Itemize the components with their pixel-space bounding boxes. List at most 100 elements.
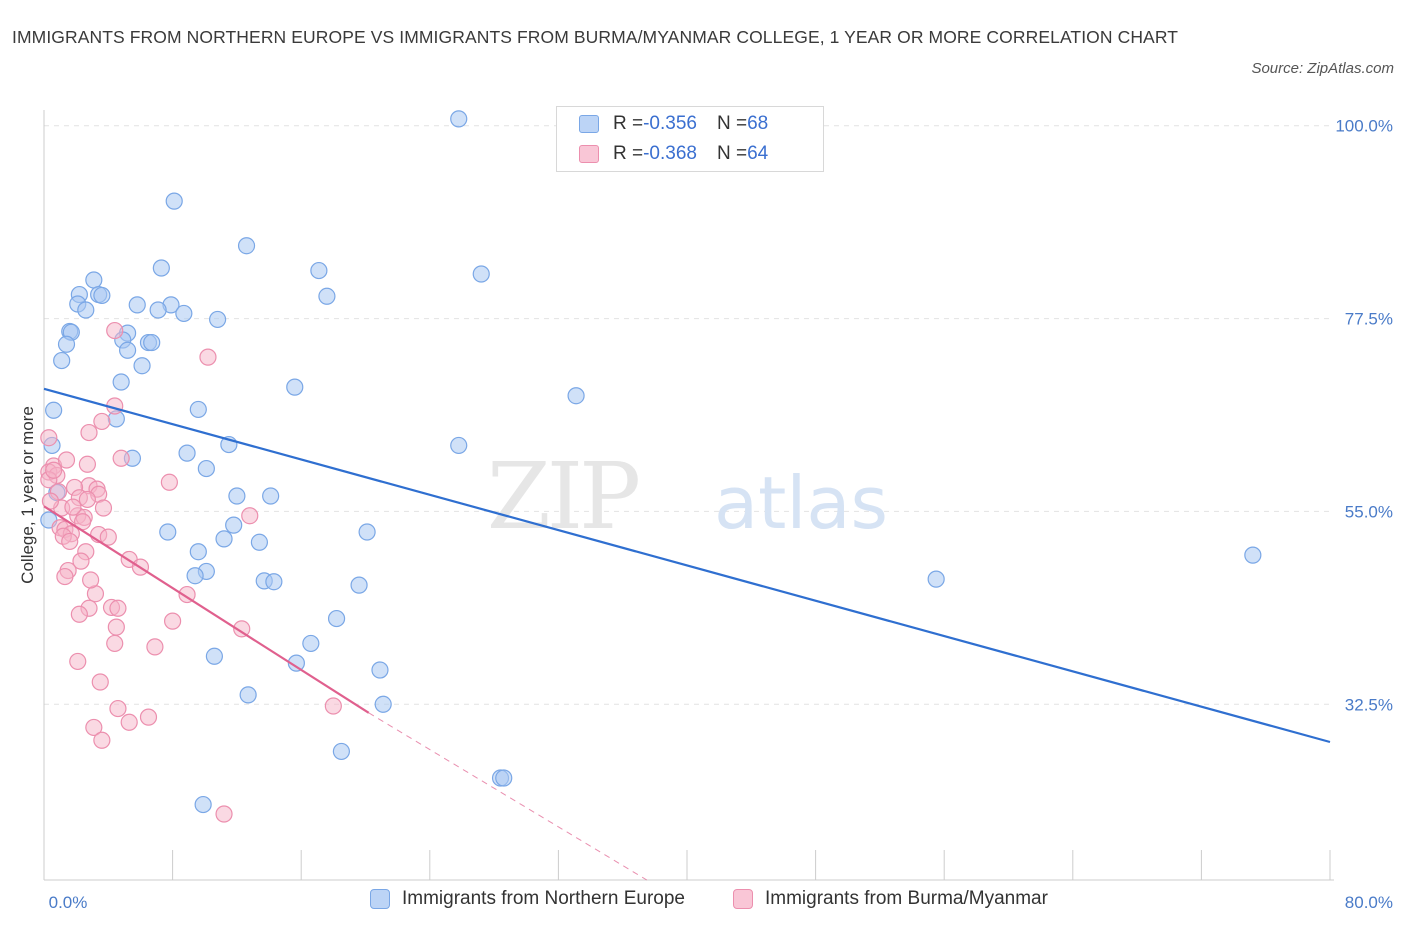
data-point-northern-europe bbox=[374, 695, 392, 713]
data-point-burma-myanmar bbox=[241, 507, 259, 525]
data-point-burma-myanmar bbox=[70, 605, 88, 623]
tick-labels: 32.5% 55.0% 77.5% 100.0% 0.0% 80.0% bbox=[49, 117, 1393, 912]
legend-n-value: 64 bbox=[747, 143, 769, 164]
chart-title: IMMIGRANTS FROM NORTHERN EUROPE VS IMMIG… bbox=[12, 27, 1179, 47]
data-point-burma-myanmar bbox=[109, 599, 127, 617]
data-point-northern-europe bbox=[327, 609, 346, 628]
data-point-burma-myanmar bbox=[120, 713, 138, 731]
data-point-burma-myanmar bbox=[94, 499, 113, 517]
watermark-zip: ZIP bbox=[487, 443, 638, 550]
data-point-northern-europe bbox=[287, 654, 305, 672]
trend-lines bbox=[43, 387, 1331, 881]
data-point-burma-myanmar bbox=[93, 412, 111, 431]
data-point-burma-myanmar bbox=[146, 638, 164, 656]
data-point-northern-europe bbox=[152, 259, 170, 277]
y-tick-label: 55.0% bbox=[1345, 502, 1393, 521]
data-point-burma-myanmar bbox=[139, 708, 158, 726]
data-point-burma-myanmar bbox=[233, 620, 251, 638]
legend-label-burma-myanmar: Immigrants from Burma/Myanmar bbox=[765, 888, 1048, 909]
series-legend: Immigrants from Northern Europe Immigran… bbox=[0, 888, 1406, 918]
trend-line-burma-myanmar bbox=[43, 505, 370, 714]
data-point-northern-europe bbox=[262, 487, 280, 505]
data-point-burma-myanmar bbox=[99, 528, 117, 546]
data-point-burma-myanmar bbox=[215, 805, 233, 823]
legend-n-label: N = bbox=[716, 143, 748, 164]
data-point-burma-myanmar bbox=[69, 652, 87, 671]
legend-r-value: -0.356 bbox=[643, 113, 697, 134]
data-point-burma-myanmar bbox=[324, 697, 342, 715]
data-point-northern-europe bbox=[472, 265, 490, 283]
data-point-burma-myanmar bbox=[93, 731, 111, 749]
data-point-northern-europe bbox=[197, 459, 215, 478]
data-point-northern-europe bbox=[927, 570, 945, 588]
data-point-burma-myanmar bbox=[164, 612, 182, 630]
y-axis-title: College, 1 year or more bbox=[18, 406, 37, 584]
data-point-northern-europe bbox=[159, 523, 177, 541]
data-point-burma-myanmar bbox=[78, 455, 97, 473]
source-label: Source: ZipAtlas.com bbox=[1251, 60, 1394, 77]
data-point-northern-europe bbox=[189, 543, 207, 561]
correlation-legend: R = -0.356 N = 68 R = -0.368 N = 64 bbox=[556, 106, 824, 172]
data-point-burma-myanmar bbox=[112, 449, 130, 467]
data-point-northern-europe bbox=[53, 351, 71, 370]
data-point-burma-myanmar bbox=[106, 634, 124, 653]
data-point-northern-europe bbox=[286, 378, 304, 396]
data-point-northern-europe bbox=[237, 237, 256, 255]
watermark: ZIP atlas bbox=[487, 443, 888, 550]
legend-swatch-pink bbox=[733, 889, 753, 909]
legend-swatch-blue bbox=[579, 115, 599, 133]
data-point-burma-myanmar bbox=[64, 498, 82, 516]
data-point-burma-myanmar bbox=[91, 673, 109, 691]
data-point-northern-europe bbox=[302, 634, 320, 653]
data-point-northern-europe bbox=[175, 304, 193, 323]
series-burma-myanmar bbox=[40, 321, 342, 823]
data-point-burma-myanmar bbox=[82, 571, 100, 589]
data-point-burma-myanmar bbox=[199, 348, 217, 366]
y-tick-label: 100.0% bbox=[1335, 117, 1393, 136]
data-point-northern-europe bbox=[310, 261, 328, 280]
legend-item-northern-europe: Immigrants from Northern Europe bbox=[370, 888, 685, 910]
trend-line-northern-europe bbox=[43, 387, 1331, 744]
trend-line-burma-myanmar-extension bbox=[368, 712, 648, 881]
data-point-northern-europe bbox=[1244, 546, 1262, 564]
series-northern-europe bbox=[40, 110, 1262, 814]
legend-row-burma-myanmar: R = -0.368 N = 64 bbox=[579, 139, 768, 169]
y-tick-label: 77.5% bbox=[1345, 310, 1393, 329]
data-point-northern-europe bbox=[112, 373, 130, 391]
data-point-burma-myanmar bbox=[57, 451, 76, 469]
data-point-northern-europe bbox=[250, 533, 269, 551]
data-point-northern-europe bbox=[450, 110, 468, 128]
data-point-burma-myanmar bbox=[80, 423, 98, 442]
data-point-burma-myanmar bbox=[56, 567, 74, 586]
data-point-northern-europe bbox=[450, 436, 468, 455]
data-point-northern-europe bbox=[239, 686, 257, 704]
data-point-northern-europe bbox=[149, 301, 167, 319]
data-point-northern-europe bbox=[165, 192, 183, 210]
x-tick-label: 0.0% bbox=[49, 893, 88, 912]
data-point-northern-europe bbox=[228, 487, 246, 505]
data-point-northern-europe bbox=[265, 573, 283, 591]
legend-r-label: R = bbox=[613, 143, 644, 164]
watermark-atlas: atlas bbox=[714, 461, 888, 545]
data-point-burma-myanmar bbox=[107, 618, 125, 636]
legend-row-northern-europe: R = -0.356 N = 68 bbox=[579, 109, 768, 139]
data-point-northern-europe bbox=[567, 387, 585, 405]
data-point-northern-europe bbox=[118, 341, 137, 359]
data-point-northern-europe bbox=[186, 567, 204, 585]
data-point-northern-europe bbox=[45, 401, 63, 419]
legend-label-northern-europe: Immigrants from Northern Europe bbox=[402, 888, 685, 909]
data-point-northern-europe bbox=[128, 296, 146, 314]
data-point-northern-europe bbox=[371, 661, 389, 679]
data-point-burma-myanmar bbox=[61, 532, 79, 551]
data-point-burma-myanmar bbox=[45, 461, 63, 479]
data-point-burma-myanmar bbox=[109, 699, 127, 718]
grid-lines bbox=[44, 125, 1330, 705]
legend-r-value: -0.368 bbox=[643, 143, 697, 164]
data-point-northern-europe bbox=[189, 400, 207, 419]
data-point-northern-europe bbox=[318, 287, 336, 305]
data-point-burma-myanmar bbox=[106, 321, 124, 340]
data-point-northern-europe bbox=[358, 523, 376, 541]
data-point-burma-myanmar bbox=[40, 429, 58, 447]
x-tick-label: 80.0% bbox=[1345, 893, 1393, 912]
data-point-northern-europe bbox=[495, 769, 513, 787]
